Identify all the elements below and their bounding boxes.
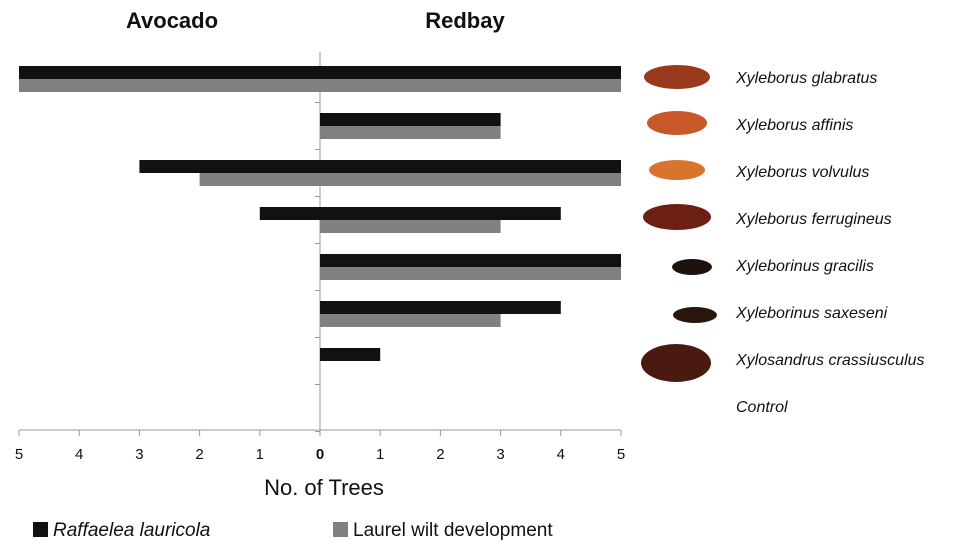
bar — [320, 267, 621, 280]
category-label: Xyleborinus saxeseni — [735, 305, 888, 322]
category-label: Xyleborinus gracilis — [735, 258, 874, 275]
x-tick-label: 1 — [256, 446, 264, 463]
category-label: Xyleborus volvulus — [735, 164, 869, 181]
bar — [320, 79, 621, 92]
x-axis-label: No. of Trees — [264, 475, 384, 500]
panel-title: Avocado — [126, 8, 218, 33]
bar — [320, 348, 380, 361]
x-tick-label: 5 — [15, 446, 23, 463]
x-tick-label: 5 — [617, 446, 625, 463]
bar — [139, 160, 320, 173]
bar — [320, 160, 621, 173]
legend-swatch — [333, 522, 348, 537]
bar — [320, 314, 501, 327]
bar — [260, 207, 320, 220]
bar — [320, 220, 501, 233]
bar — [320, 126, 501, 139]
chart: Avocado Redbay 0 1 1 2 2 3 3 4 4 5 5 No. of Trees Xyle… — [0, 0, 974, 544]
x-tick-label: 3 — [496, 446, 504, 463]
x-tick-label: 4 — [75, 446, 83, 463]
x-tick-label: 2 — [436, 446, 444, 463]
beetle-icons — [641, 65, 717, 382]
panel-title: Redbay — [425, 8, 505, 33]
category-label: Xylosandrus crassiusculus — [735, 352, 925, 369]
legend-label: Raffaelea lauricola — [53, 520, 210, 541]
bar — [320, 173, 621, 186]
category-label: Xyleborus affinis — [735, 117, 853, 134]
x-tick-label: 2 — [195, 446, 203, 463]
category-label: Xyleborus ferrugineus — [735, 211, 892, 228]
category-label: Xyleborus glabratus — [735, 70, 877, 87]
bar — [320, 301, 561, 314]
category-label: Control — [736, 399, 788, 416]
x-tick-label: 1 — [376, 446, 384, 463]
x-tick-label: 4 — [557, 446, 565, 463]
legend-swatch — [33, 522, 48, 537]
bar — [320, 113, 501, 126]
bar — [19, 66, 320, 79]
legend-label: Laurel wilt development — [353, 520, 553, 541]
x-tick-label: 0 — [316, 446, 324, 463]
x-tick-label: 3 — [135, 446, 143, 463]
bar — [200, 173, 320, 186]
bar — [320, 66, 621, 79]
bar — [320, 254, 621, 267]
bar — [19, 79, 320, 92]
bar — [320, 207, 561, 220]
